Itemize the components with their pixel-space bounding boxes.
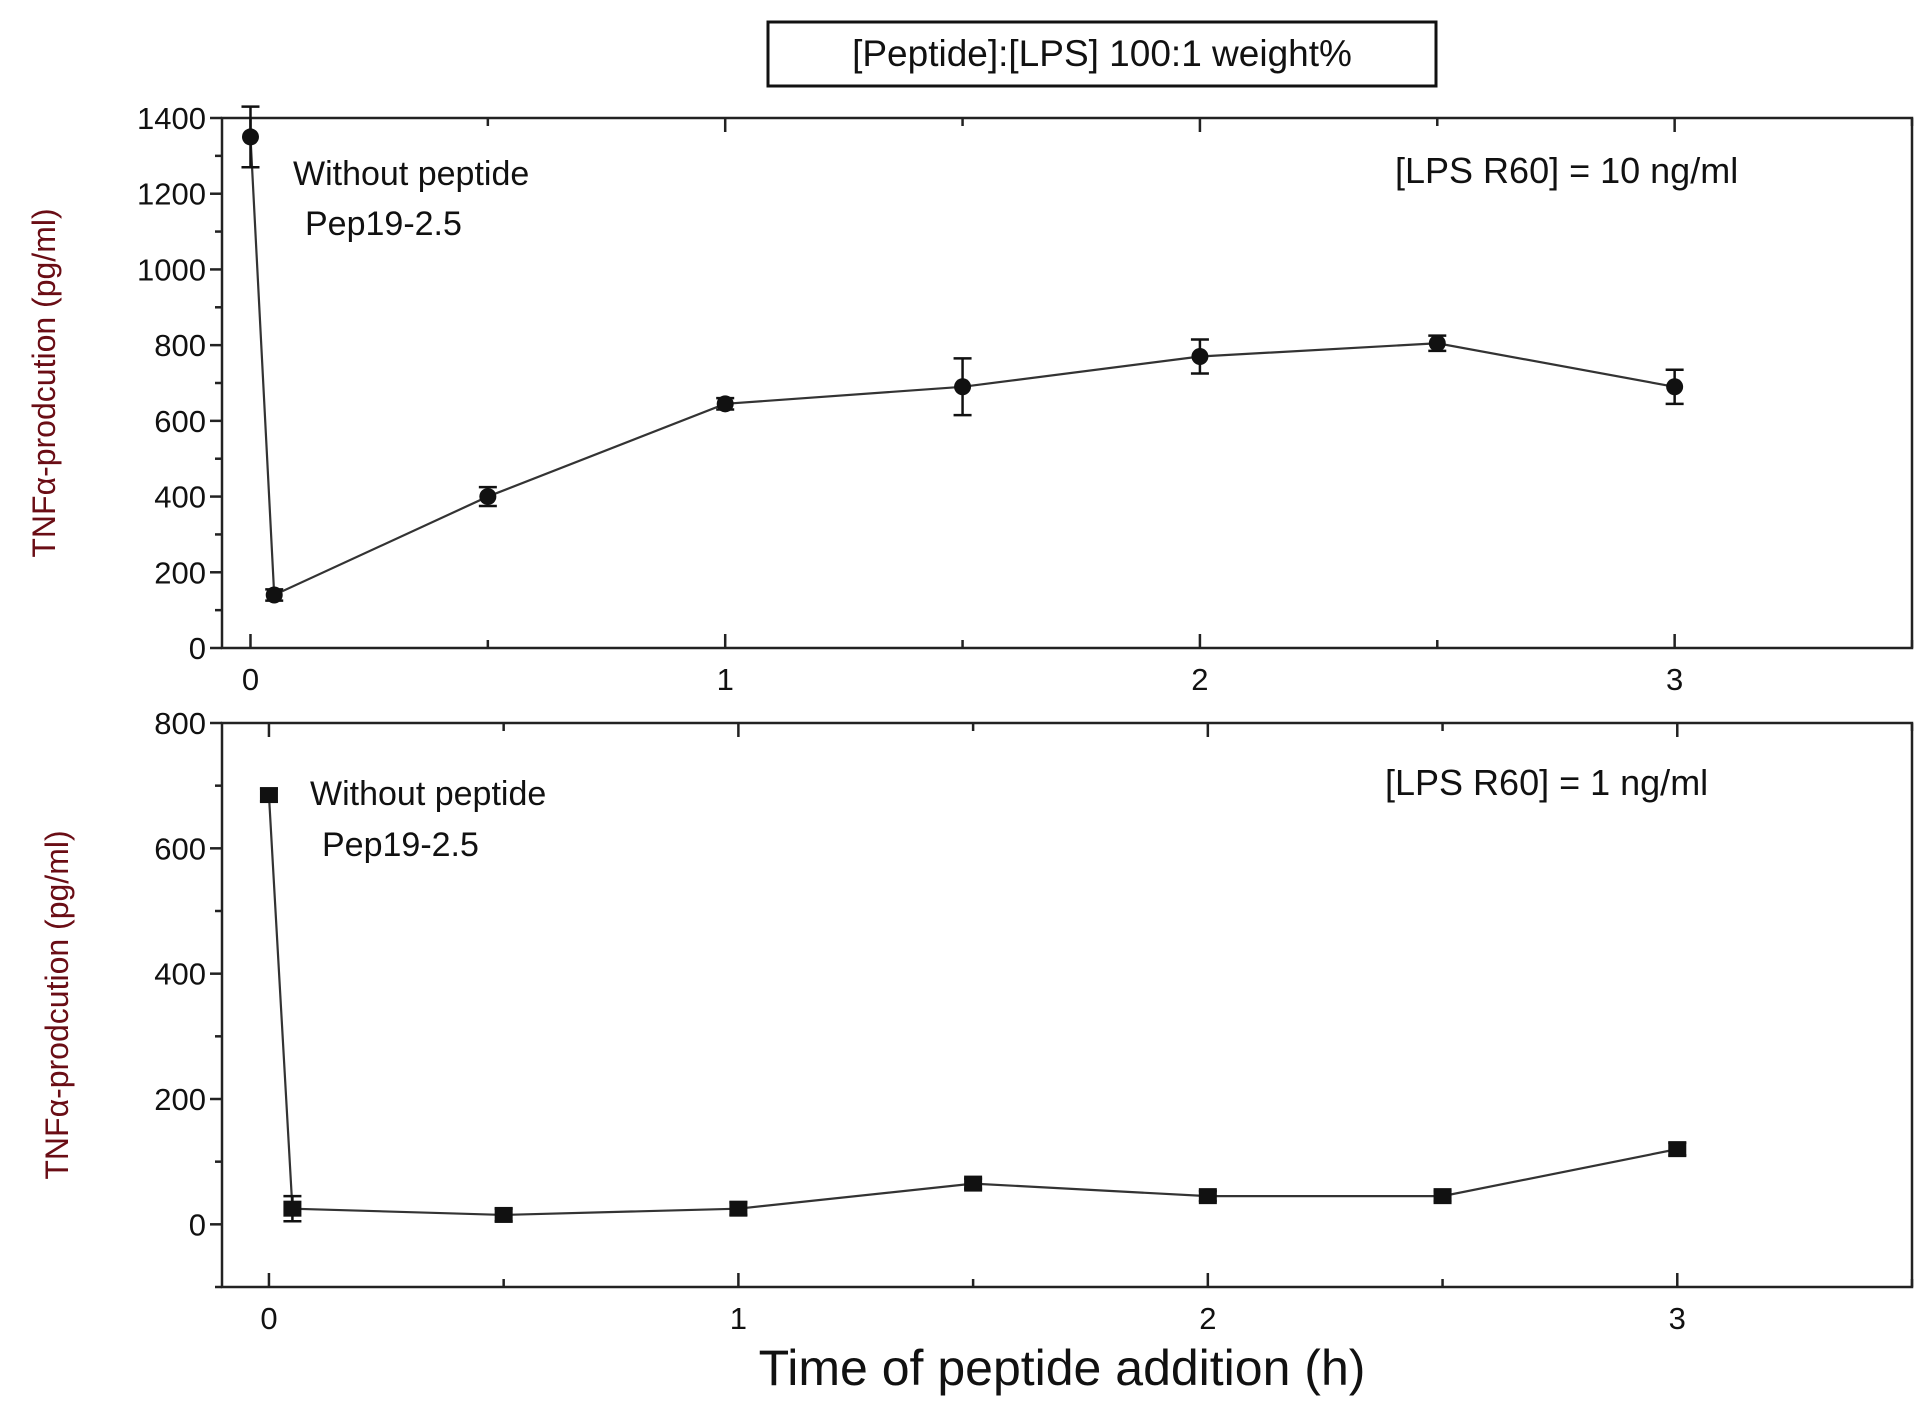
y-tick-label: 200 (154, 1082, 206, 1117)
top-series (241, 105, 1684, 604)
top-y-axis-label: TNFα-prodcution (pg/ml) (26, 208, 62, 557)
y-tick-label: 800 (154, 706, 206, 741)
top-axis-ticks: 0 1 2 3 0 200 400 600 800 1000 1200 1400 (137, 101, 1914, 697)
x-tick-label: 0 (260, 1301, 277, 1336)
bottom-annotation-without-peptide: Without peptide (310, 775, 546, 813)
data-point (716, 395, 734, 413)
title-box: [Peptide]:[LPS] 100:1 weight% (766, 20, 1438, 88)
y-tick-label: 400 (154, 957, 206, 992)
title-frame (766, 20, 1438, 88)
data-point (494, 1206, 513, 1223)
bottom-concentration-label: [LPS R60] = 1 ng/ml (1385, 762, 1708, 803)
y-tick-label: 600 (154, 404, 206, 439)
top-concentration-label: [LPS R60] = 10 ng/ml (1395, 150, 1738, 191)
x-tick-label: 1 (717, 662, 734, 697)
data-point (1191, 348, 1209, 365)
top-annotation-without-peptide: Without peptide (293, 155, 529, 193)
bottom-axis-ticks: 0 1 2 3 0 200 400 600 800 (154, 706, 1914, 1336)
y-tick-label: 600 (154, 831, 206, 866)
y-tick-label: 1200 (137, 177, 206, 212)
data-point (954, 378, 972, 396)
y-tick-label: 0 (189, 631, 206, 666)
data-point (964, 1175, 983, 1192)
chart-title: [Peptide]:[LPS] 100:1 weight% (852, 33, 1352, 74)
x-tick-label: 0 (242, 662, 259, 697)
y-tick-label: 0 (189, 1207, 206, 1242)
x-tick-label: 2 (1191, 662, 1208, 697)
y-tick-label: 400 (154, 480, 206, 515)
x-tick-label: 1 (730, 1301, 747, 1336)
top-annotation-pep19: Pep19-2.5 (305, 205, 462, 243)
x-tick-label: 3 (1666, 662, 1683, 697)
data-point (1666, 378, 1684, 396)
y-tick-label: 200 (154, 555, 206, 590)
data-point (265, 586, 283, 604)
top-panel: 0 1 2 3 0 200 400 600 800 1000 1200 1400 TNFα-prodc… (26, 101, 1914, 697)
series-line (267, 795, 1678, 1217)
y-tick-label: 1400 (137, 101, 206, 136)
data-point (259, 787, 278, 804)
bottom-plot-frame (220, 721, 1914, 1289)
y-tick-label: 1000 (137, 252, 206, 287)
bottom-series (259, 787, 1687, 1223)
data-point (241, 128, 259, 146)
data-point (1433, 1188, 1452, 1205)
bottom-panel: 0 1 2 3 0 200 400 600 800 TNFα-prodcution (pg/ml… (39, 706, 1914, 1336)
x-axis-label: Time of peptide addition (h) (759, 1340, 1366, 1396)
data-point (729, 1200, 748, 1217)
x-tick-label: 2 (1199, 1301, 1216, 1336)
bottom-annotation-pep19: Pep19-2.5 (322, 826, 479, 864)
bottom-y-axis-label: TNFα-prodcution (pg/ml) (39, 830, 75, 1179)
data-point (479, 488, 497, 506)
y-tick-label: 800 (154, 328, 206, 363)
series-line (249, 136, 1675, 597)
data-point (1428, 334, 1446, 352)
data-point (1198, 1188, 1217, 1205)
data-point (283, 1200, 302, 1217)
x-tick-label: 3 (1669, 1301, 1686, 1336)
data-point (1668, 1141, 1687, 1158)
